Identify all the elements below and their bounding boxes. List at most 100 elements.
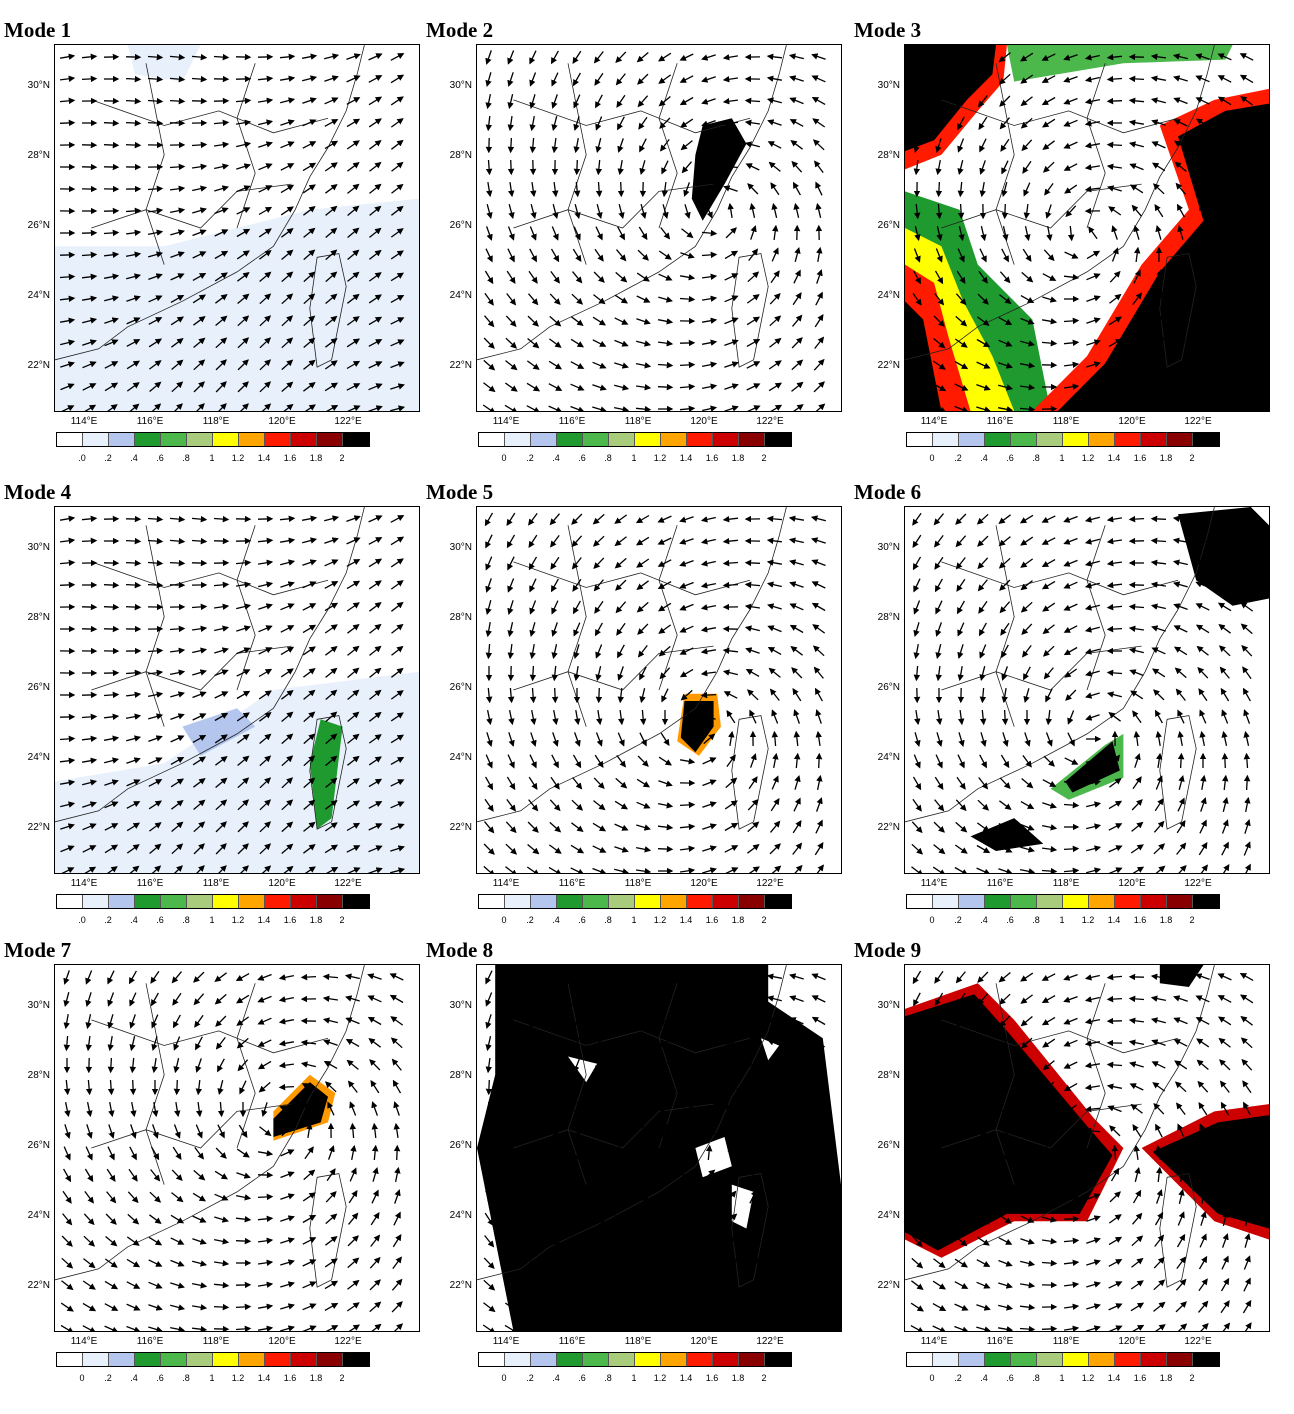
colorbar-box [213,433,239,446]
wind-arrow [152,1101,159,1118]
wind-arrow [192,756,206,766]
wind-arrow [772,752,779,769]
wind-arrow [85,1036,92,1052]
wind-arrow [82,1280,96,1290]
wind-arrow [615,579,627,591]
wind-arrow [636,558,650,568]
wind-arrow [368,53,383,61]
wind-arrow [370,1080,380,1094]
wind-arrow [636,601,649,613]
wind-arrow [191,75,208,83]
wind-arrow [368,756,382,766]
wind-arrow [1222,402,1230,411]
wind-arrow [1106,75,1123,83]
wind-arrow [529,622,536,637]
wind-arrow [1109,1125,1121,1137]
wind-map [54,44,420,412]
wind-arrow [617,732,625,747]
wind-arrow [236,207,251,215]
wind-arrow [349,1122,357,1139]
wind-arrow [614,868,630,873]
wind-arrow [1106,516,1123,523]
wind-arrow [170,229,185,236]
colorbar-tick-label: 1.2 [1081,915,1095,925]
wind-arrow [347,1257,360,1269]
wind-arrow [237,799,250,811]
shaded-region [905,45,996,152]
colorbar-box [1167,895,1193,908]
wind-arrow [1195,995,1210,1003]
wind-arrow [571,557,582,570]
lon-label: 120°E [268,878,296,889]
wind-arrow [1130,184,1144,194]
wind-arrow [679,361,696,369]
wind-arrow [484,512,494,527]
wind-arrow [793,269,801,284]
wind-arrow [934,535,944,548]
wind-arrow [1019,514,1034,524]
wind-arrow [1178,1188,1185,1204]
wind-arrow [658,756,672,766]
wind-arrow [347,645,360,656]
wind-arrow [235,581,252,588]
wind-arrow [935,116,943,131]
wind-arrow [1020,295,1035,304]
wind-arrow [347,227,360,238]
wind-arrow [528,293,539,306]
wind-arrow [81,273,98,281]
wind-arrow [148,295,163,303]
wind-arrow [193,778,206,788]
wind-arrow [815,752,823,769]
wind-arrow [998,823,1013,832]
wind-vector-field [905,507,1269,873]
wind-arrow [194,1014,204,1028]
wind-arrow [724,295,739,303]
lat-label: 30°N [877,542,900,553]
wind-arrow [63,1146,71,1161]
coastline [941,99,1179,134]
wind-arrow [958,226,965,242]
wind-arrow [506,512,516,526]
wind-arrow [483,359,496,371]
colorbar-box [531,1353,557,1366]
wind-arrow [1177,797,1185,812]
wind-arrow [722,581,739,589]
wind-arrow [1239,537,1254,545]
wind-arrow [283,403,294,411]
colorbar-tick-label: 1.6 [705,915,719,925]
panel-title: Mode 9 [854,938,922,962]
wind-arrow [1243,730,1250,746]
colorbar-tick-label: 1 [1059,915,1065,925]
wind-arrow [371,1122,379,1138]
wind-arrow [746,361,761,369]
wind-arrow [60,801,76,808]
wind-arrow [506,293,517,306]
wind-arrow [302,624,317,634]
colorbar-box [343,895,369,908]
wind-map [476,506,842,874]
wind-arrow [679,603,694,611]
wind-arrow [998,536,1011,547]
wind-arrow [815,819,823,834]
wind-arrow [722,141,739,149]
wind-arrow [745,647,760,654]
colorbar-box [1011,1353,1037,1366]
wind-arrow [1176,820,1186,834]
wind-arrow [126,691,142,698]
lon-label: 120°E [690,878,718,889]
wind-arrow [103,603,120,611]
wind-arrow [811,96,826,105]
wind-arrow [1155,225,1162,240]
wind-arrow [281,271,294,283]
wind-arrow [215,359,227,371]
wind-arrow [394,1166,401,1183]
wind-arrow [702,405,718,411]
wind-arrow [345,995,360,1002]
wind-arrow [702,845,717,852]
wind-arrow [280,163,295,171]
wind-arrow [746,338,761,347]
wind-arrow [978,600,988,614]
wind-arrow [637,249,649,261]
coastline [236,983,256,1149]
wind-arrow [1177,730,1184,747]
